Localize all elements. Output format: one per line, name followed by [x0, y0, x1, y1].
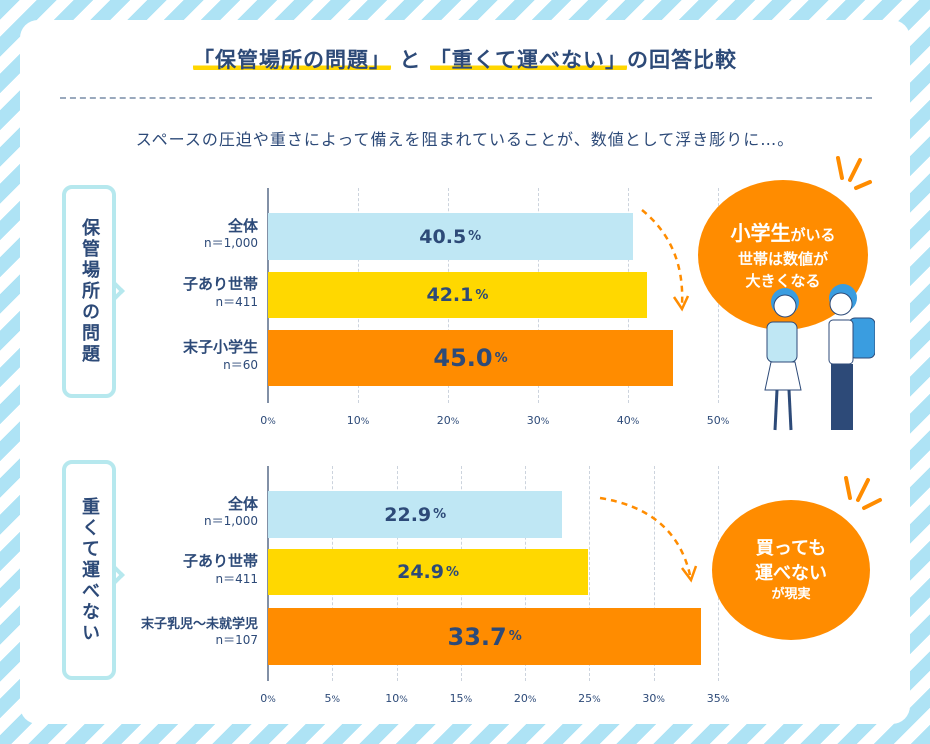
- category-label: 全体 n＝1,000: [204, 217, 258, 252]
- category-label: 全体 n＝1,000: [204, 495, 258, 530]
- bar-value-label: 33.7: [447, 622, 507, 651]
- sparkle-icon: [844, 476, 882, 510]
- bar-value-label: 45.0: [433, 344, 493, 372]
- sample-size: n＝60: [223, 357, 258, 372]
- sample-size: n＝1,000: [204, 514, 258, 528]
- bubble-strong: 小学生: [730, 220, 791, 245]
- category-label: 子あり世帯 n＝411: [183, 552, 258, 587]
- children-illustration: [764, 284, 875, 431]
- category-label: 末子乳児〜未就学児 n＝107: [141, 617, 258, 649]
- x-tick-label: 10%: [346, 414, 370, 427]
- bar-value-label: 22.9: [384, 503, 432, 526]
- title-end: の回答比較: [627, 48, 737, 72]
- category-name: 子あり世帯: [182, 275, 258, 293]
- arrow-icon: [641, 209, 690, 312]
- x-tick-label: 0%: [260, 692, 276, 705]
- bar-unit: %: [508, 629, 522, 644]
- x-tick-label: 0%: [260, 414, 276, 427]
- sparkle-icon: [836, 156, 872, 190]
- category-name: 全体: [227, 216, 258, 235]
- title-connector: と: [399, 48, 422, 72]
- bar-value-label: 40.5: [419, 225, 467, 248]
- category-label: 末子小学生 n＝60: [183, 338, 258, 373]
- bar-value-label: 42.1: [426, 284, 474, 306]
- x-tick-label: 30%: [642, 692, 665, 705]
- arrow-icon: [599, 496, 698, 583]
- bar: 42.1%: [268, 272, 647, 318]
- x-tick-label: 40%: [616, 414, 640, 427]
- x-tick-label: 10%: [385, 692, 408, 705]
- bar-unit: %: [494, 350, 508, 366]
- section-label-heavy: 重くて運べない: [62, 460, 116, 680]
- bubble-text: 大きくなる: [745, 272, 821, 290]
- x-tick-label: 5%: [324, 692, 341, 705]
- x-tick-label: 35%: [706, 692, 730, 705]
- category-name: 末子小学生: [182, 338, 258, 356]
- category-name: 末子乳児〜未就学児: [140, 616, 258, 632]
- sample-size: n＝411: [215, 294, 258, 309]
- x-tick-label: 30%: [526, 414, 550, 427]
- gridline: [589, 466, 591, 681]
- x-tick-label: 20%: [436, 414, 460, 427]
- bar: 33.7%: [268, 608, 702, 665]
- bubble-text: がいる: [790, 225, 836, 244]
- sample-size: n＝411: [215, 571, 258, 586]
- title-highlight-2: 「重くて運べない」: [429, 48, 627, 72]
- bar: 45.0%: [268, 330, 673, 386]
- sample-size: n＝1,000: [204, 236, 258, 250]
- bubble-text: 運べない: [755, 562, 827, 584]
- bar: 22.9%: [268, 491, 563, 538]
- bubble-text: 買っても: [755, 537, 827, 559]
- bar-unit: %: [433, 507, 447, 522]
- bar-value-label: 24.9: [397, 561, 444, 583]
- sample-size: n＝107: [215, 633, 258, 648]
- callout-bubble-2: 買っても 運べない が現実: [712, 500, 870, 640]
- divider: [60, 97, 872, 99]
- title-highlight-1: 「保管場所の問題」: [193, 48, 391, 72]
- x-tick-label: 20%: [513, 692, 537, 705]
- section-label-storage: 保管場所の問題: [62, 185, 116, 398]
- bar-unit: %: [446, 564, 460, 580]
- bar-unit: %: [468, 229, 482, 244]
- bar: 24.9%: [268, 549, 589, 595]
- bubble-text: が現実: [771, 587, 811, 603]
- gridline: [653, 466, 655, 681]
- x-tick-label: 15%: [449, 692, 473, 705]
- category-label: 子あり世帯 n＝411: [183, 275, 258, 310]
- bar: 40.5%: [268, 213, 633, 260]
- subtitle: スペースの圧迫や重さによって備えを阻まれていることが、数値として浮き彫りに…。: [135, 130, 795, 149]
- page-title: 「保管場所の問題」 と 「重くて運べない」の回答比較: [0, 44, 930, 74]
- bubble-text: 世帯は数値が: [737, 249, 828, 268]
- category-name: 全体: [227, 494, 258, 513]
- bar-unit: %: [475, 287, 489, 303]
- category-name: 子あり世帯: [182, 552, 258, 570]
- x-tick-label: 25%: [578, 692, 601, 705]
- x-tick-label: 50%: [706, 414, 730, 427]
